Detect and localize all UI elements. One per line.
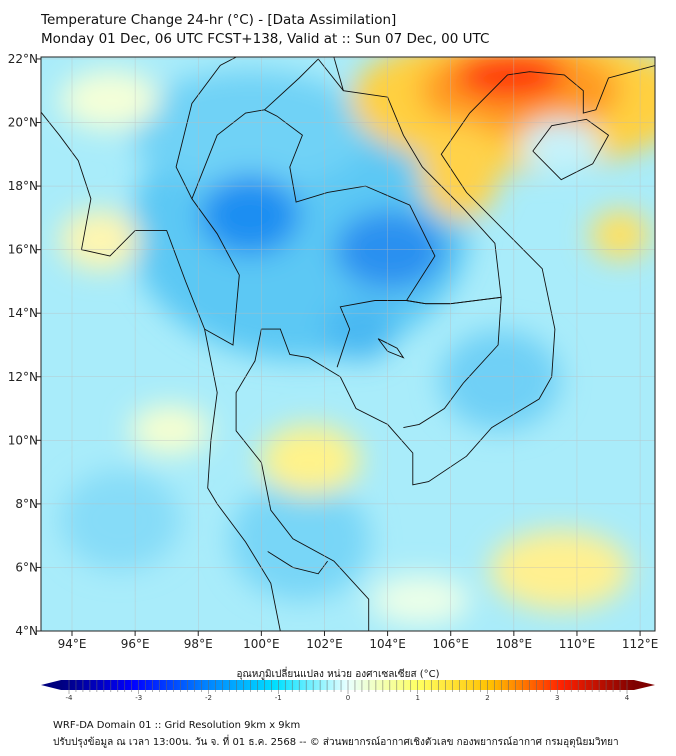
colorbar-tick-label: -3	[135, 694, 142, 702]
colorbar-ramp	[61, 680, 634, 690]
colorbar-tick-label: 4	[625, 694, 630, 702]
border-vietnam-china	[333, 57, 344, 91]
lon-tick-label: 108°E	[496, 637, 533, 651]
map-title: Temperature Change 24-hr (°C) - [Data As…	[41, 12, 397, 28]
lat-tick-label: 18°N	[8, 179, 38, 193]
temperature-field	[41, 57, 655, 631]
lat-tick-label: 10°N	[8, 433, 38, 447]
colorbar: -4 -3 -2 -1 0 1 2 3 4	[41, 680, 655, 702]
lon-tick-label: 104°E	[369, 637, 406, 651]
lat-tick-label: 4°N	[15, 624, 38, 638]
colorbar-min-extend	[41, 680, 61, 690]
colorbar-title: อุณหภูมิเปลี่ยนแปลง หน่วย องศาเซลเซียส (…	[236, 669, 440, 680]
footer-credit: ปรับปรุงข้อมูล ณ เวลา 13:00น. วัน จ. ที่…	[53, 737, 619, 748]
lat-tick-label: 6°N	[15, 560, 38, 574]
map-frame	[40, 56, 656, 632]
east-coast	[235, 65, 655, 631]
colorbar-tick-label: 2	[485, 694, 489, 702]
border-myanmar-china	[175, 57, 237, 200]
lon-tick-label: 96°E	[121, 637, 150, 651]
colorbar-tick-label: -1	[275, 694, 282, 702]
lon-tick-label: 102°E	[306, 637, 343, 651]
graticule	[41, 57, 655, 631]
colorbar-tick-label: 0	[346, 694, 350, 702]
lat-tick-label: 16°N	[8, 243, 38, 257]
colorbar-tick-label: 3	[555, 694, 559, 702]
colorbar-tick-label: -2	[205, 694, 212, 702]
lon-tick-label: 94°E	[58, 637, 87, 651]
lon-tick-label: 112°E	[622, 637, 659, 651]
lat-tick-label: 8°N	[15, 497, 38, 511]
temperature-change-map: 94°E 96°E 98°E 100°E 102°E 104°E 106°E 108°E 110…	[8, 52, 659, 702]
tonle-sap	[377, 338, 405, 359]
lat-tick-label: 22°N	[8, 52, 38, 66]
axis-ticks: 94°E 96°E 98°E 100°E 102°E 104°E 106°E 108°E 110…	[8, 52, 659, 651]
colorbar-tick-label: 1	[416, 694, 420, 702]
hainan	[532, 118, 610, 181]
lon-tick-label: 110°E	[559, 637, 596, 651]
border-thai-myanmar	[191, 109, 265, 346]
colorbar-tick-label: -4	[66, 694, 74, 702]
lon-tick-label: 100°E	[243, 637, 280, 651]
colorbar-max-extend	[634, 680, 655, 690]
footer-model-info: WRF-DA Domain 01 :: Grid Resolution 9km …	[53, 720, 301, 731]
lat-tick-label: 12°N	[8, 370, 38, 384]
lat-tick-label: 20°N	[8, 116, 38, 130]
lon-tick-label: 98°E	[184, 637, 213, 651]
lon-tick-label: 106°E	[432, 637, 469, 651]
lat-tick-label: 14°N	[8, 306, 38, 320]
map-subtitle: Monday 01 Dec, 06 UTC FCST+138, Valid at…	[41, 31, 490, 47]
